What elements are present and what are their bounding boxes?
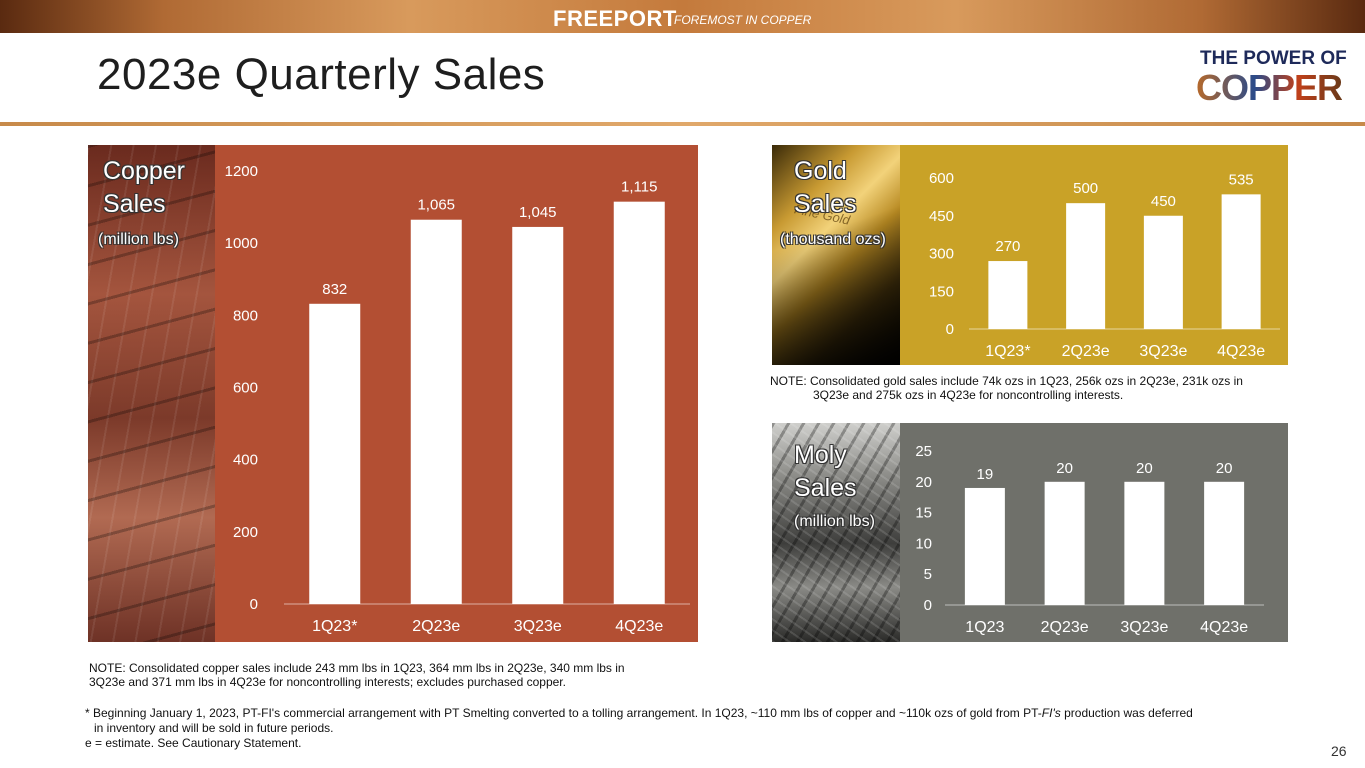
gold-data-label: 270 [995,238,1020,255]
moly-y-tick-label: 15 [915,505,932,522]
logo-line-1: THE POWER OF [1200,48,1347,69]
footnotes: * Beginning January 1, 2023, PT-FI's com… [85,706,1285,751]
moly-bar [1204,481,1245,605]
gold-bar [1143,215,1183,329]
molybdenum-ore-photo [772,423,900,642]
page-number: 26 [1331,743,1347,759]
copper-data-label: 1,065 [417,197,455,214]
copper-bar [410,219,462,604]
copper-y-tick-label: 0 [250,596,258,613]
moly-x-tick-label: 2Q23e [1041,619,1089,636]
copper-note: NOTE: Consolidated copper sales include … [89,661,625,689]
gold-y-tick-label: 300 [929,246,954,263]
gold-data-label: 535 [1229,171,1254,188]
copper-note-line2: 3Q23e and 371 mm lbs in 4Q23e for noncon… [89,675,566,689]
moly-data-label: 20 [1136,460,1153,477]
page-title: 2023e Quarterly Sales [97,50,546,99]
footnote-line1-italic: FI's [1041,706,1061,720]
footnote-line1-part-a: * Beginning January 1, 2023, PT-FI's com… [85,706,1042,720]
copper-bar [512,226,564,604]
gold-x-tick-label: 3Q23e [1139,343,1187,360]
copper-title-line2: Sales [103,190,166,218]
moly-data-label: 19 [977,466,994,483]
moly-data-label: 20 [1216,460,1233,477]
copper-bar [309,303,361,604]
moly-panel-title: Moly Sales [794,439,857,505]
gold-y-tick-label: 600 [929,170,954,187]
copper-data-label: 832 [322,281,347,298]
brand-logo-text: FREEPORT [553,6,677,31]
moly-bar [1044,481,1085,605]
gold-bar [1066,203,1106,329]
moly-bar-chart: 0 5 10 15 20 25 19 1Q23 20 2Q23e 20 3Q23e 20 4Q23e [915,443,1264,636]
copper-bar-chart: 0 200 400 600 800 1000 1200 832 1Q23* 1,065 2Q23e 1… [225,163,690,635]
copper-data-label: 1,045 [519,204,557,221]
copper-sales-panel: Copper Sales (million lbs) 0 200 400 600 800… [88,145,698,642]
copper-unit-label: (million lbs) [98,231,179,248]
copper-panel-title: Copper Sales [103,155,185,221]
copper-x-tick-label: 3Q23e [514,618,562,635]
moly-bar [964,487,1005,605]
moly-bar [1124,481,1165,605]
moly-data-label: 20 [1056,460,1073,477]
gold-x-tick-label: 2Q23e [1062,343,1110,360]
gold-bar-photo: Fine Gold [772,145,900,365]
top-banner: FREEPORT FOREMOST IN COPPER [0,0,1365,33]
moly-unit-label: (million lbs) [794,513,875,530]
gold-bar [988,261,1028,329]
gold-y-tick-label: 0 [946,321,954,338]
moly-y-tick-label: 25 [915,443,932,460]
gold-note-line2: 3Q23e and 275k ozs in 4Q23e for noncontr… [813,388,1124,402]
gold-y-tick-label: 450 [929,208,954,225]
footnote-line1-part-c: production was deferred [1060,706,1193,720]
copper-data-label: 1,115 [621,179,657,196]
gold-y-tick-label: 150 [929,283,954,300]
gold-unit-label: (thousand ozs) [780,231,886,248]
gold-bar [1221,194,1261,329]
moly-title-line2: Sales [794,474,857,502]
gold-sales-panel: Fine Gold Gold Sales (thousand ozs) 0 150… [772,145,1288,365]
copper-y-tick-label: 200 [233,524,258,541]
gold-x-tick-label: 4Q23e [1217,343,1265,360]
gold-title-line2: Sales [794,190,857,218]
moly-y-tick-label: 5 [924,566,932,583]
gold-x-tick-label: 1Q23* [985,343,1030,360]
moly-x-tick-label: 4Q23e [1200,619,1248,636]
copper-title-line1: Copper [103,157,185,185]
copper-x-tick-label: 1Q23* [312,618,357,635]
copper-y-tick-label: 400 [233,452,258,469]
gold-data-label: 500 [1073,180,1098,197]
moly-y-tick-label: 0 [924,597,932,614]
gold-note-line1: NOTE: Consolidated gold sales include 74… [770,374,1243,388]
copper-y-tick-label: 1000 [225,235,258,252]
copper-cathodes-photo [88,145,215,642]
moly-x-tick-label: 3Q23e [1120,619,1168,636]
moly-title-line1: Moly [794,441,847,469]
moly-y-tick-label: 10 [915,535,932,552]
moly-x-tick-label: 1Q23 [965,619,1004,636]
copper-y-tick-label: 1200 [225,163,258,180]
gold-panel-title: Gold Sales [794,155,857,221]
gold-data-label: 450 [1151,193,1176,210]
logo-line-2: COPPER [1196,67,1343,108]
gold-title-line1: Gold [794,157,847,185]
title-divider [0,122,1365,126]
brand-tagline: FOREMOST IN COPPER [674,13,812,27]
footnote-line2: in inventory and will be sold in future … [94,721,334,735]
copper-y-tick-label: 600 [233,380,258,397]
copper-bar [613,201,665,604]
gold-bar-chart: 0 150 300 450 600 270 1Q23* 500 2Q23e 450 3Q23e 535… [929,170,1280,360]
copper-x-tick-label: 4Q23e [615,618,663,635]
copper-x-tick-label: 2Q23e [412,618,460,635]
copper-y-tick-label: 800 [233,307,258,324]
copper-note-line1: NOTE: Consolidated copper sales include … [89,661,625,675]
power-of-copper-logo: THE POWER OF COPPER [1196,48,1356,108]
gold-note: NOTE: Consolidated gold sales include 74… [770,374,1243,402]
footnote-line3: e = estimate. See Cautionary Statement. [85,736,302,750]
moly-sales-panel: Moly Sales (million lbs) 0 5 10 15 20 25 19 1Q2… [772,423,1288,642]
footnote-line1: * Beginning January 1, 2023, PT-FI's com… [85,706,1285,721]
moly-y-tick-label: 20 [915,474,932,491]
